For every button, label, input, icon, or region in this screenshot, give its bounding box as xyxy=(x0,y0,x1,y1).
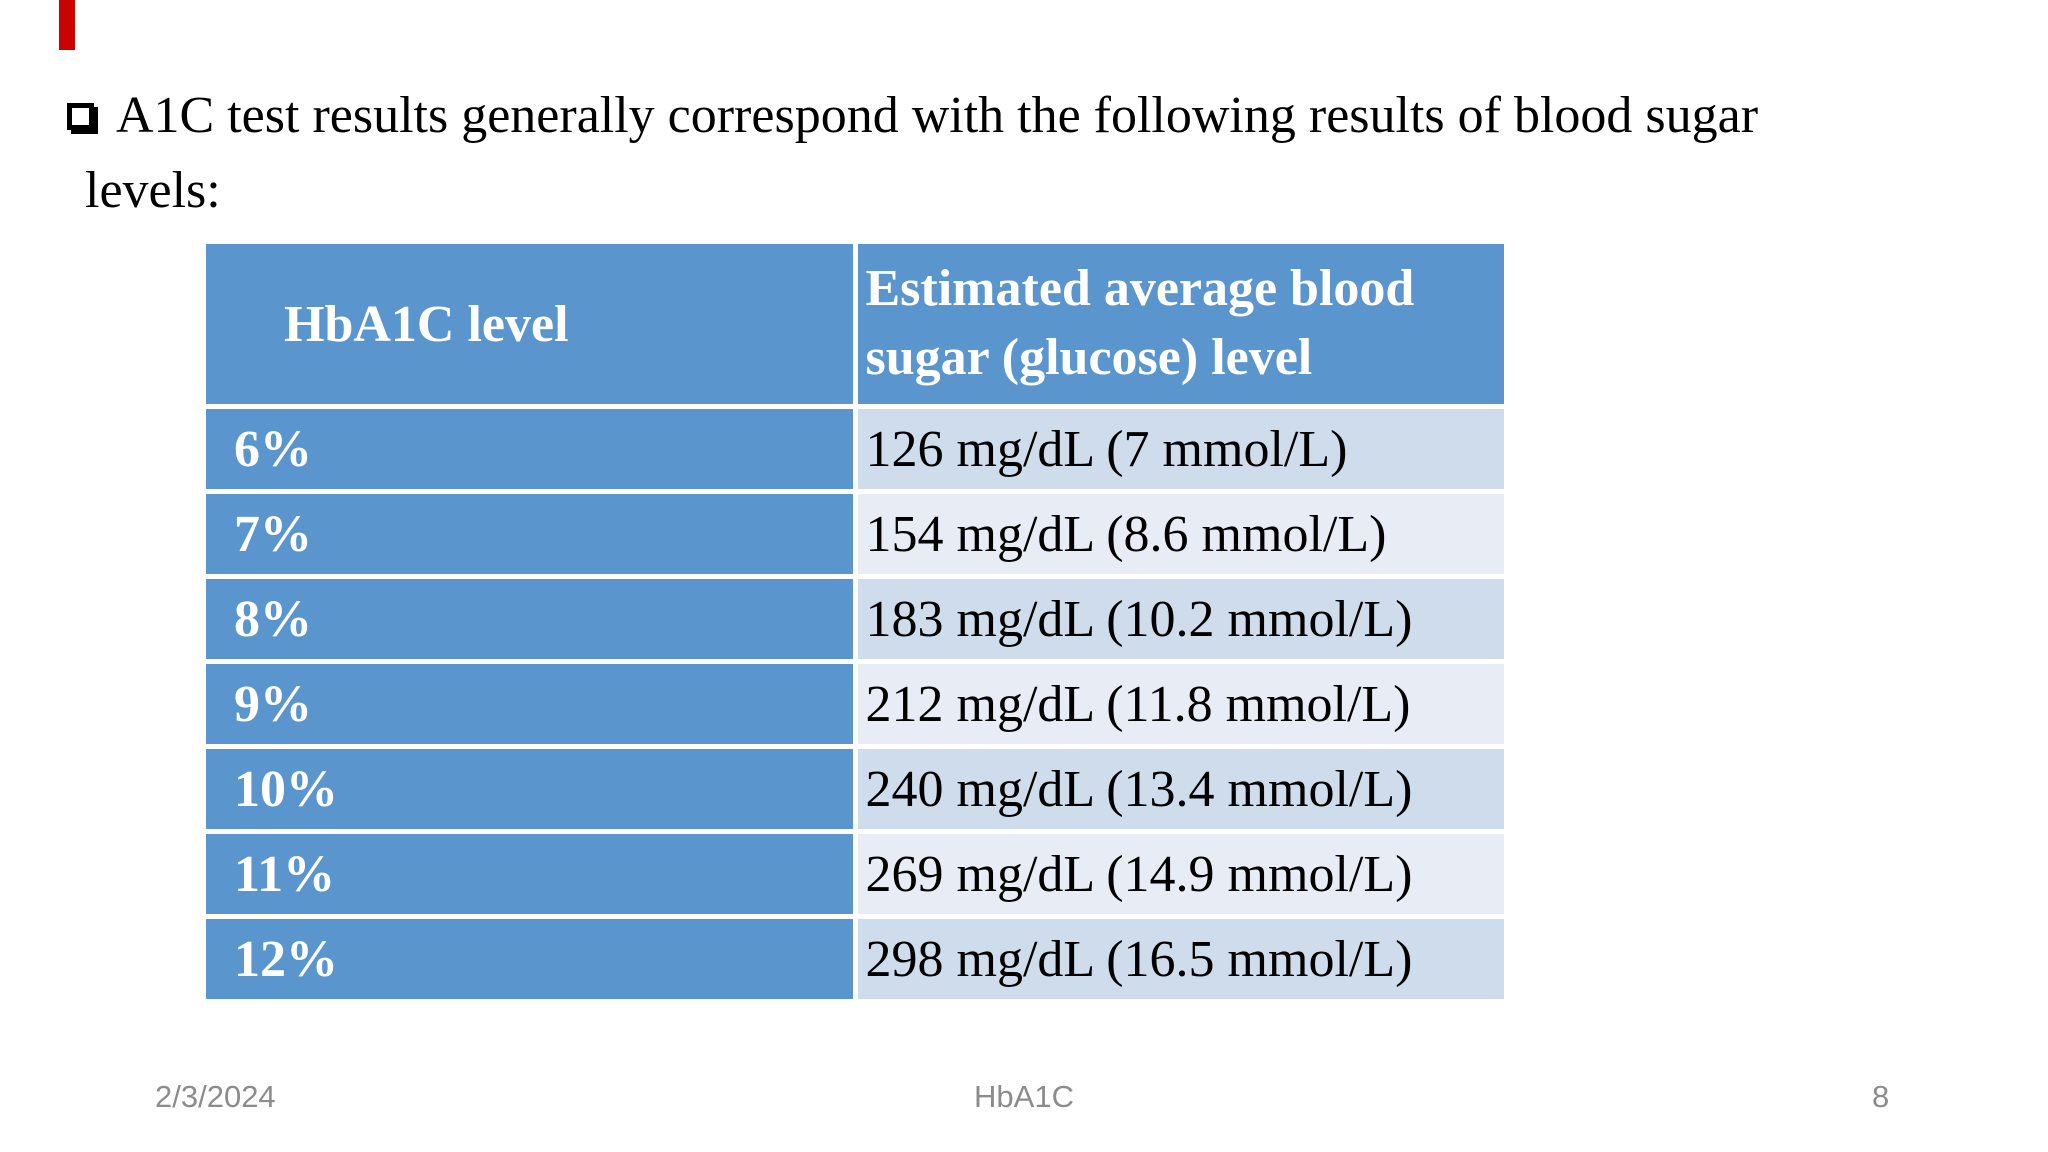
table-cell-glucose-10: 240 mg/dL (13.4 mmol/L) xyxy=(857,749,1504,829)
a1c-table: HbA1C level Estimated average blood suga… xyxy=(206,244,1504,999)
table-cell-glucose-6: 126 mg/dL (7 mmol/L) xyxy=(857,409,1504,489)
table-header-hba1c-level: HbA1C level xyxy=(206,244,853,404)
slide-title-line-2: levels: xyxy=(85,162,221,220)
table-cell-level-7: 7% xyxy=(206,494,853,574)
footer-page-number: 8 xyxy=(1872,1079,1890,1114)
table-header-glucose-level: Estimated average blood sugar (glucose) … xyxy=(857,244,1504,404)
table-cell-level-8: 8% xyxy=(206,579,853,659)
table-cell-glucose-8: 183 mg/dL (10.2 mmol/L) xyxy=(857,579,1504,659)
table-cell-glucose-12: 298 mg/dL (16.5 mmol/L) xyxy=(857,919,1504,999)
table-cell-glucose-9: 212 mg/dL (11.8 mmol/L) xyxy=(857,664,1504,744)
table-cell-level-9: 9% xyxy=(206,664,853,744)
table-cell-level-10: 10% xyxy=(206,749,853,829)
red-accent-bar xyxy=(59,0,75,50)
checkbox-bullet-icon xyxy=(67,103,94,130)
slide-title-line-1: A1C test results generally correspond wi… xyxy=(116,87,1759,144)
table-cell-glucose-7: 154 mg/dL (8.6 mmol/L) xyxy=(857,494,1504,574)
table-cell-glucose-11: 269 mg/dL (14.9 mmol/L) xyxy=(857,834,1504,914)
slide-title: A1C test results generally correspond wi… xyxy=(67,78,1775,229)
footer-date: 2/3/2024 xyxy=(155,1079,276,1114)
footer-slide-label: HbA1C xyxy=(974,1079,1074,1114)
table-cell-level-11: 11% xyxy=(206,834,853,914)
table-cell-level-12: 12% xyxy=(206,919,853,999)
table-cell-level-6: 6% xyxy=(206,409,853,489)
